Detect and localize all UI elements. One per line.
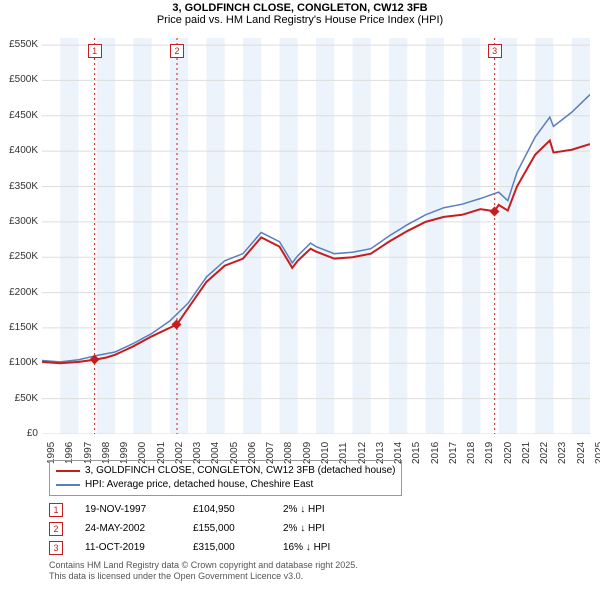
y-tick-label: £50K (0, 393, 38, 404)
y-tick-label: £100K (0, 357, 38, 368)
y-tick-label: £450K (0, 110, 38, 121)
plot-area (42, 38, 590, 434)
chart-container: 3, GOLDFINCH CLOSE, CONGLETON, CW12 3FB … (0, 0, 600, 590)
legend-row: HPI: Average price, detached house, Ches… (56, 478, 395, 492)
x-tick-label: 2020 (503, 442, 514, 464)
y-tick-label: £400K (0, 145, 38, 156)
sales-marker: 1 (49, 503, 63, 517)
sales-change: 2% ↓ HPI (283, 523, 383, 534)
sales-price: £155,000 (193, 523, 283, 534)
legend-row: 3, GOLDFINCH CLOSE, CONGLETON, CW12 3FB … (56, 464, 395, 478)
sales-date: 19-NOV-1997 (85, 504, 193, 515)
sales-date: 11-OCT-2019 (85, 542, 193, 553)
sales-marker: 2 (49, 522, 63, 536)
sales-price: £315,000 (193, 542, 283, 553)
chart-subtitle: Price paid vs. HM Land Registry's House … (0, 14, 600, 28)
sale-event-marker: 1 (88, 44, 102, 58)
y-tick-label: £250K (0, 251, 38, 262)
attribution: Contains HM Land Registry data © Crown c… (49, 560, 358, 582)
chart-title: 3, GOLDFINCH CLOSE, CONGLETON, CW12 3FB (0, 0, 600, 14)
sales-row: 2 24-MAY-2002£155,0002% ↓ HPI (49, 519, 383, 538)
y-tick-label: £550K (0, 39, 38, 50)
y-tick-label: £150K (0, 322, 38, 333)
x-tick-label: 2022 (539, 442, 550, 464)
legend-label: 3, GOLDFINCH CLOSE, CONGLETON, CW12 3FB … (85, 464, 395, 478)
legend: 3, GOLDFINCH CLOSE, CONGLETON, CW12 3FB … (49, 460, 402, 496)
x-tick-label: 2017 (448, 442, 459, 464)
sales-row: 1 19-NOV-1997£104,9502% ↓ HPI (49, 500, 383, 519)
x-tick-label: 2016 (430, 442, 441, 464)
x-tick-label: 2025 (594, 442, 600, 464)
sales-change: 16% ↓ HPI (283, 542, 383, 553)
y-tick-label: £200K (0, 287, 38, 298)
sales-table: 1 19-NOV-1997£104,9502% ↓ HPI 2 24-MAY-2002… (49, 500, 383, 557)
y-tick-label: £300K (0, 216, 38, 227)
x-tick-label: 2023 (557, 442, 568, 464)
sale-event-marker: 3 (488, 44, 502, 58)
sales-marker: 3 (49, 541, 63, 555)
sales-date: 24-MAY-2002 (85, 523, 193, 534)
legend-swatch (56, 470, 80, 473)
attribution-line2: This data is licensed under the Open Gov… (49, 571, 358, 582)
legend-label: HPI: Average price, detached house, Ches… (85, 478, 313, 492)
y-tick-label: £500K (0, 74, 38, 85)
sales-row: 3 11-OCT-2019£315,00016% ↓ HPI (49, 538, 383, 557)
x-tick-label: 2024 (576, 442, 587, 464)
y-tick-label: £0 (0, 428, 38, 439)
x-tick-label: 2018 (466, 442, 477, 464)
sales-price: £104,950 (193, 504, 283, 515)
x-tick-label: 2021 (521, 442, 532, 464)
y-tick-label: £350K (0, 181, 38, 192)
attribution-line1: Contains HM Land Registry data © Crown c… (49, 560, 358, 571)
sales-change: 2% ↓ HPI (283, 504, 383, 515)
sale-event-marker: 2 (170, 44, 184, 58)
legend-swatch (56, 484, 80, 486)
x-tick-label: 2015 (411, 442, 422, 464)
x-tick-label: 2019 (484, 442, 495, 464)
